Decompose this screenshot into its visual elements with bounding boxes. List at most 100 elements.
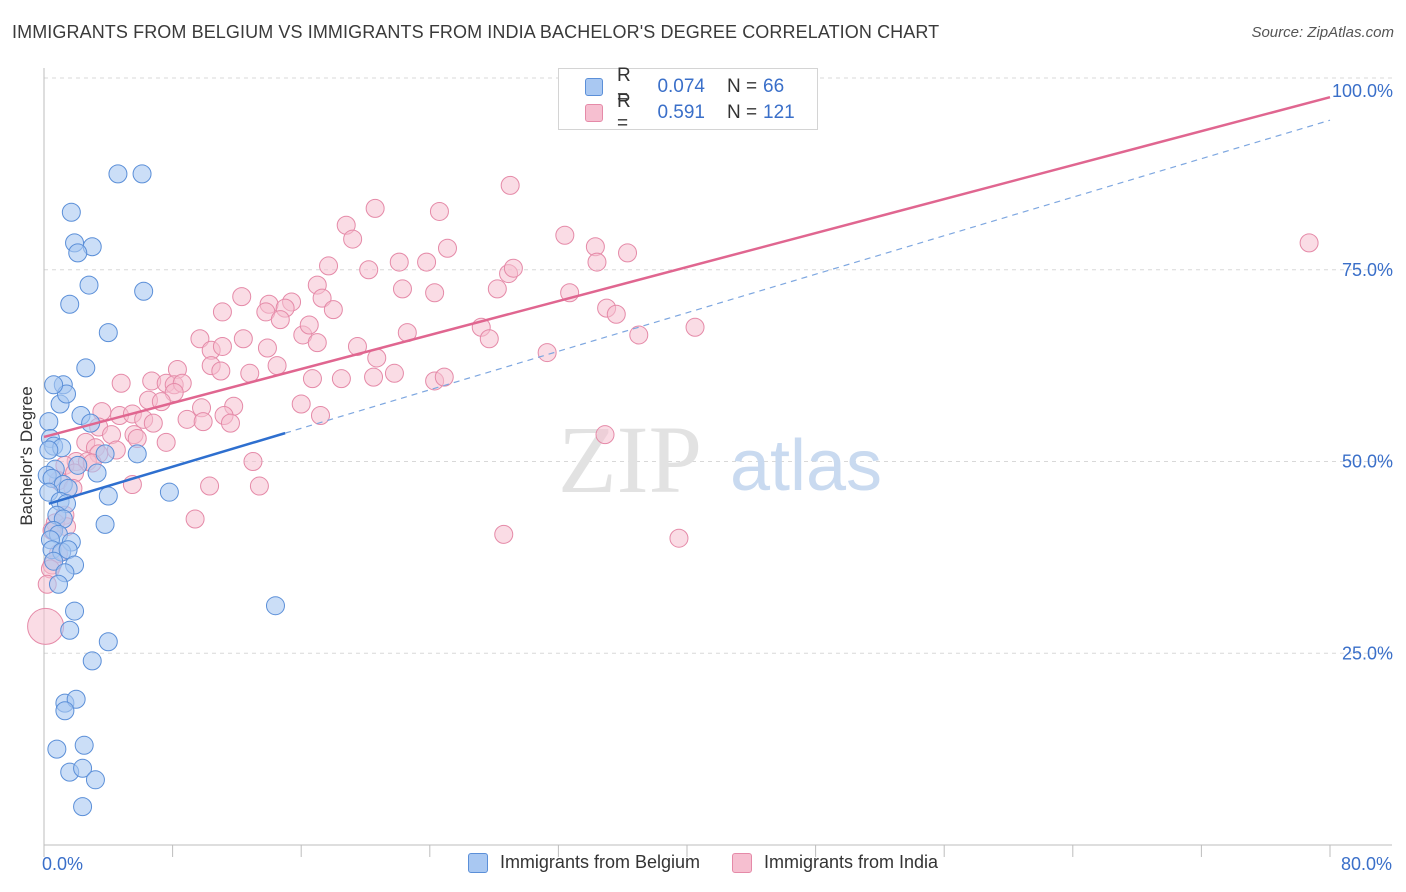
y-axis-label: Bachelor's Degree	[17, 386, 36, 526]
india-point	[212, 336, 232, 356]
belgium-point	[73, 758, 93, 778]
india-point	[270, 310, 290, 330]
india-point	[487, 279, 507, 299]
belgium-point	[68, 243, 88, 263]
belgium-point	[87, 463, 107, 483]
india-point	[384, 363, 404, 383]
india-point	[1299, 233, 1319, 253]
india-point	[537, 343, 557, 363]
india-point	[392, 279, 412, 299]
india-point	[417, 252, 437, 272]
belgium-legend-swatch	[467, 852, 488, 873]
stats-legend: R = 0.074 N = 66 R = 0.591 N = 121	[558, 65, 818, 134]
y-tick-label-0: 25.0%	[1342, 643, 1393, 663]
india-point	[685, 317, 705, 337]
india-point	[629, 325, 649, 345]
belgium-point	[48, 574, 68, 594]
belgium-point	[98, 323, 118, 343]
india-point	[479, 329, 499, 349]
legend-item-india[interactable]: Immigrants from India	[732, 852, 938, 873]
india-point	[343, 229, 363, 249]
india-point	[312, 288, 332, 308]
legend-item-belgium[interactable]: Immigrants from Belgium	[467, 852, 700, 873]
india-point	[302, 369, 322, 389]
belgium-point	[134, 281, 154, 301]
source-label: Source: ZipAtlas.com	[1251, 24, 1394, 41]
india-point	[299, 315, 319, 335]
belgium-point	[47, 739, 67, 759]
belgium-swatch	[585, 78, 603, 96]
india-point	[211, 361, 231, 381]
india-point	[429, 201, 449, 221]
india-point	[249, 476, 269, 496]
india-point	[310, 405, 330, 425]
india-point	[200, 476, 220, 496]
india-point	[267, 356, 287, 376]
belgium-point	[108, 164, 128, 184]
belgium-point	[73, 797, 93, 817]
belgium-point	[82, 651, 102, 671]
chart-title: IMMIGRANTS FROM BELGIUM VS IMMIGRANTS FR…	[12, 22, 940, 42]
legend-label-belgium: Immigrants from Belgium	[499, 852, 700, 872]
belgium-point	[61, 202, 81, 222]
belgium-point	[159, 482, 179, 502]
india-points	[27, 175, 1319, 645]
r-label: R =	[617, 65, 631, 108]
r-value: 0.591	[657, 102, 705, 123]
india-point	[212, 302, 232, 322]
india-point	[669, 528, 689, 548]
trend-lines	[43, 95, 1331, 505]
india-point	[143, 413, 163, 433]
belgium-point	[79, 275, 99, 295]
n-label: N =	[727, 76, 758, 97]
india-point	[156, 432, 176, 452]
india-point	[494, 524, 514, 544]
india-point	[364, 367, 384, 387]
india-trend-line	[43, 95, 1331, 439]
tick-labels: 0.0% 80.0% 25.0% 50.0% 75.0% 100.0%	[42, 81, 1393, 874]
india-point	[500, 175, 520, 195]
belgium-point	[132, 164, 152, 184]
belgium-point	[44, 551, 64, 571]
watermark: ZIP atlas	[558, 406, 882, 513]
belgium-point	[95, 514, 115, 534]
india-point	[359, 260, 379, 280]
belgium-points	[37, 164, 285, 817]
belgium-point	[76, 358, 96, 378]
india-point	[365, 198, 385, 218]
india-point	[233, 329, 253, 349]
belgium-point	[127, 444, 147, 464]
india-point	[257, 338, 277, 358]
belgium-point	[68, 455, 88, 475]
india-point	[389, 252, 409, 272]
belgium-trend-line	[48, 431, 286, 505]
belgium-point	[65, 601, 85, 621]
y-tick-label-2: 75.0%	[1342, 260, 1393, 280]
india-point	[606, 304, 626, 324]
legend-row-belgium: R = 0.074 N = 66	[585, 65, 784, 108]
india-point	[307, 333, 327, 353]
belgium-point	[95, 444, 115, 464]
legend-row-india: R = 0.591 N = 121	[585, 91, 795, 134]
india-point	[331, 369, 351, 389]
belgium-point	[85, 770, 105, 790]
india-point	[555, 225, 575, 245]
belgium-point	[55, 701, 75, 721]
belgium-point	[66, 689, 86, 709]
india-point	[177, 409, 197, 429]
india-point	[618, 243, 638, 263]
n-value: 121	[763, 102, 795, 123]
belgium-point	[98, 632, 118, 652]
x-tick-label-max: 80.0%	[1341, 854, 1392, 874]
belgium-point	[60, 620, 80, 640]
india-point	[27, 607, 65, 645]
india-point	[232, 287, 252, 307]
india-legend-swatch	[732, 852, 752, 873]
gridlines	[44, 77, 1392, 654]
india-point	[243, 452, 263, 471]
india-point	[185, 509, 205, 529]
india-point	[503, 258, 523, 278]
n-label: N =	[727, 102, 758, 123]
belgium-point	[44, 375, 64, 395]
